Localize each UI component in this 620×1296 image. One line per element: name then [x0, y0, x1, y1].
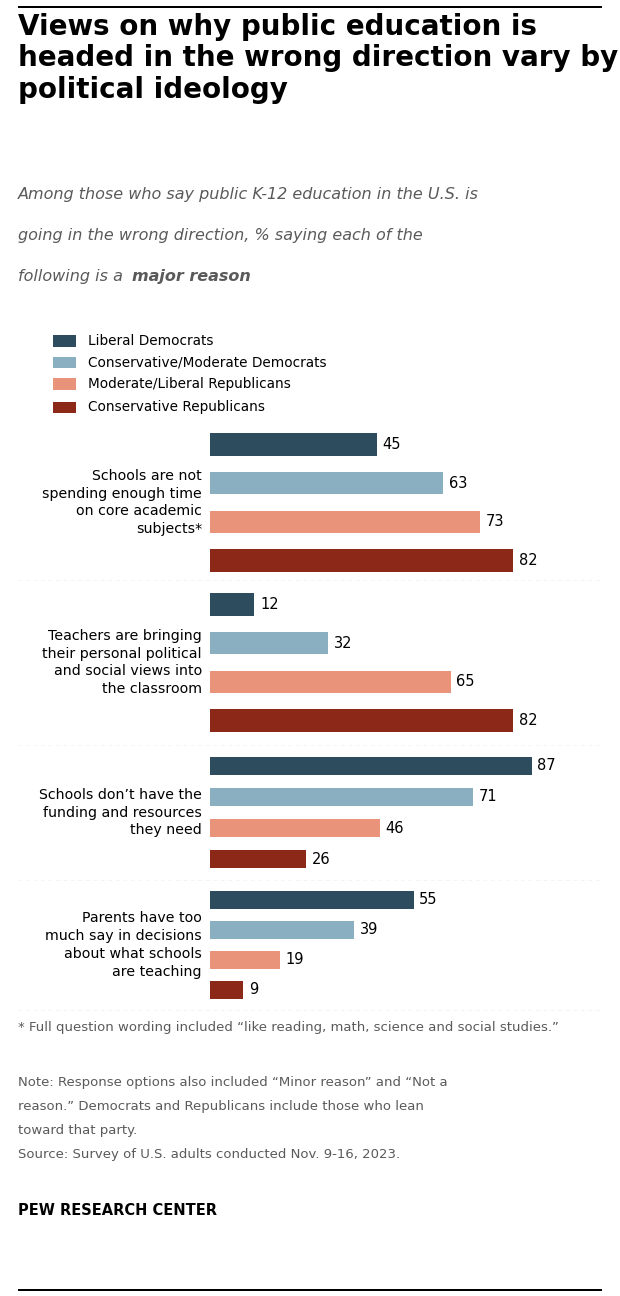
Text: Schools don’t have the
funding and resources
they need: Schools don’t have the funding and resou…	[39, 788, 202, 837]
Text: 39: 39	[360, 923, 378, 937]
Bar	[210, 709, 513, 732]
Text: 46: 46	[386, 820, 404, 836]
Text: Teachers are bringing
their personal political
and social views into
the classro: Teachers are bringing their personal pol…	[43, 629, 202, 696]
Bar	[210, 757, 532, 775]
Text: 71: 71	[478, 789, 497, 805]
Bar	[210, 670, 451, 693]
Text: 9: 9	[249, 982, 258, 998]
Bar	[210, 788, 472, 806]
Text: 12: 12	[260, 597, 278, 612]
Text: 55: 55	[419, 893, 438, 907]
Text: 65: 65	[456, 674, 474, 689]
Bar	[210, 921, 354, 938]
Bar	[210, 951, 280, 968]
Text: Source: Survey of U.S. adults conducted Nov. 9-16, 2023.: Source: Survey of U.S. adults conducted …	[18, 1147, 400, 1160]
Text: 45: 45	[382, 437, 401, 452]
Bar	[53, 402, 76, 413]
Text: Schools are not
spending enough time
on core academic
subjects*: Schools are not spending enough time on …	[42, 469, 202, 537]
Text: 26: 26	[312, 851, 330, 867]
Text: toward that party.: toward that party.	[18, 1124, 137, 1137]
Bar	[210, 819, 380, 837]
Text: following is a: following is a	[18, 270, 128, 284]
Bar	[210, 472, 443, 494]
Bar	[210, 433, 376, 456]
Bar	[53, 334, 76, 346]
Text: 19: 19	[286, 953, 304, 968]
Text: Note: Response options also included “Minor reason” and “Not a: Note: Response options also included “Mi…	[18, 1076, 448, 1089]
Text: 87: 87	[538, 758, 556, 774]
Text: Conservative Republicans: Conservative Republicans	[88, 400, 265, 415]
Text: Moderate/Liberal Republicans: Moderate/Liberal Republicans	[88, 377, 291, 391]
Bar	[210, 632, 329, 654]
Text: 82: 82	[519, 713, 538, 728]
Bar	[210, 550, 513, 572]
Bar	[210, 594, 254, 616]
Text: 73: 73	[485, 515, 504, 529]
Text: Views on why public education is
headed in the wrong direction vary by
political: Views on why public education is headed …	[18, 13, 618, 104]
Text: 82: 82	[519, 553, 538, 568]
Text: Liberal Democrats: Liberal Democrats	[88, 334, 213, 347]
Text: 32: 32	[334, 635, 352, 651]
Text: Among those who say public K-12 education in the U.S. is: Among those who say public K-12 educatio…	[18, 188, 479, 202]
Bar	[53, 356, 76, 368]
Text: Parents have too
much say in decisions
about what schools
are teaching: Parents have too much say in decisions a…	[45, 911, 202, 978]
Text: going in the wrong direction, % saying each of the: going in the wrong direction, % saying e…	[18, 228, 423, 244]
Bar	[210, 511, 480, 533]
Bar	[210, 850, 306, 868]
Bar	[53, 378, 76, 390]
Text: major reason: major reason	[132, 270, 250, 284]
Text: 63: 63	[449, 476, 467, 491]
Bar	[210, 892, 414, 908]
Bar	[210, 981, 243, 999]
Text: reason.” Democrats and Republicans include those who lean: reason.” Democrats and Republicans inclu…	[18, 1100, 424, 1113]
Text: PEW RESEARCH CENTER: PEW RESEARCH CENTER	[18, 1203, 217, 1218]
Text: * Full question wording included “like reading, math, science and social studies: * Full question wording included “like r…	[18, 1021, 559, 1034]
Text: Conservative/Moderate Democrats: Conservative/Moderate Democrats	[88, 355, 327, 369]
